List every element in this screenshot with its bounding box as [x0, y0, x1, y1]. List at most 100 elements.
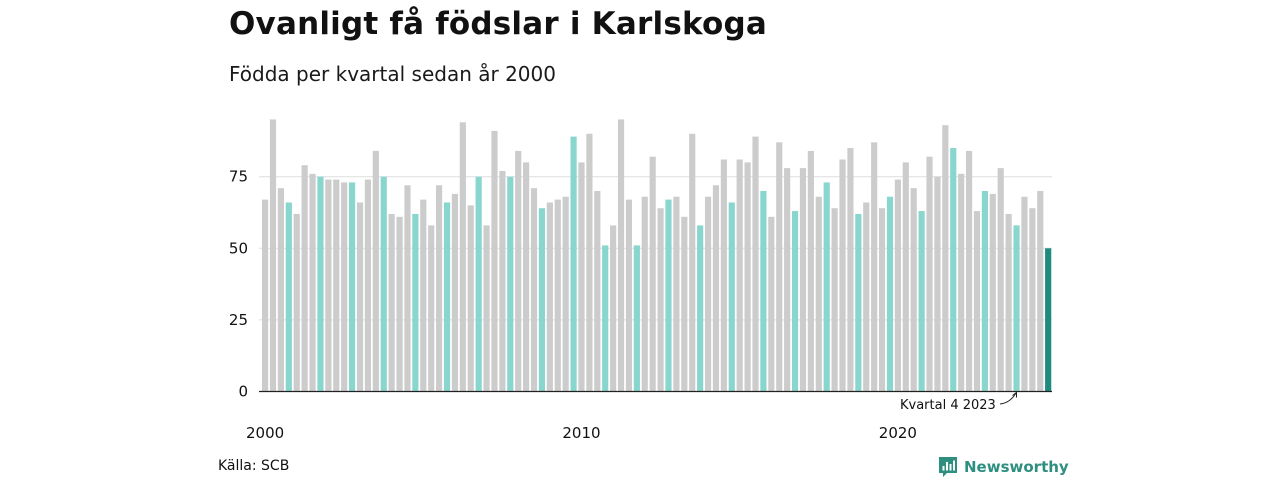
- bar: [285, 202, 292, 392]
- bar: [341, 182, 348, 392]
- bar: [325, 179, 332, 392]
- bar: [1013, 225, 1020, 392]
- annotation-label: Kvartal 4 2023: [900, 398, 996, 413]
- bar: [768, 216, 775, 392]
- bar: [451, 193, 459, 392]
- y-tick-label: 75: [229, 168, 248, 186]
- bar: [926, 156, 933, 392]
- bar: [372, 150, 379, 392]
- bar: [1021, 196, 1028, 392]
- x-axis-tick-labels: 2000 2010 2020: [246, 424, 917, 442]
- bar: [894, 179, 901, 392]
- bar: [744, 162, 751, 392]
- bar: [831, 208, 838, 392]
- bar: [791, 211, 799, 392]
- bar: [665, 199, 672, 392]
- x-tick-label: 2010: [562, 424, 600, 442]
- bar: [752, 136, 759, 392]
- bar: [269, 119, 277, 392]
- bar: [562, 196, 569, 392]
- bar: [712, 185, 720, 392]
- bar: [689, 133, 696, 392]
- bar: [641, 196, 648, 392]
- bar: [1005, 213, 1012, 392]
- bar: [1037, 191, 1044, 392]
- bar: [886, 196, 894, 392]
- annotation-arrow: [999, 392, 1017, 405]
- bar: [396, 216, 403, 392]
- bar: [356, 202, 364, 392]
- bar: [736, 159, 743, 392]
- bar: [720, 159, 727, 392]
- bar: [776, 142, 783, 392]
- newsworthy-logo-icon: [939, 457, 957, 477]
- source-note: Källa: SCB: [218, 458, 290, 474]
- bar: [997, 168, 1004, 392]
- bar: [364, 179, 371, 392]
- brand-logo[interactable]: Newsworthy: [938, 455, 1069, 479]
- bar: [799, 168, 807, 392]
- bar: [823, 182, 830, 392]
- bar: [847, 148, 854, 392]
- bar: [934, 176, 941, 392]
- x-tick-label: 2000: [246, 424, 284, 442]
- bar: [380, 176, 387, 392]
- bar: [420, 199, 427, 392]
- bar: [317, 176, 324, 392]
- bar: [436, 185, 443, 392]
- bar: [412, 213, 419, 392]
- bar: [546, 202, 553, 392]
- brand-name: Newsworthy: [964, 458, 1069, 476]
- bar: [467, 205, 474, 392]
- bar: [586, 133, 593, 392]
- chart-title: Ovanligt få födslar i Karlskoga: [229, 6, 767, 42]
- bar: [807, 150, 814, 392]
- bar: [633, 245, 640, 392]
- bar: [443, 202, 451, 392]
- bar: [507, 176, 514, 392]
- bar: [760, 191, 767, 392]
- bar: [855, 213, 862, 392]
- bar: [277, 188, 284, 392]
- bar: [610, 225, 617, 392]
- bar: [301, 165, 308, 392]
- bar: [428, 225, 435, 392]
- bar: [902, 162, 909, 392]
- bar: [704, 196, 712, 392]
- bar: [784, 168, 791, 392]
- bar: [404, 185, 411, 392]
- bar: [538, 208, 546, 392]
- y-axis-tick-labels: 0 25 50 75: [229, 168, 248, 401]
- bar: [981, 191, 988, 392]
- bar: [491, 130, 498, 392]
- bar: [863, 202, 870, 392]
- bar-latest: [1045, 248, 1052, 392]
- bar: [910, 188, 917, 392]
- bar: [697, 225, 704, 392]
- bar: [459, 122, 466, 392]
- bar: [950, 148, 957, 392]
- bar: [989, 193, 996, 392]
- bar: [499, 170, 506, 392]
- bar: [918, 211, 925, 392]
- bar: [594, 191, 601, 392]
- y-tick-label: 0: [238, 383, 248, 401]
- y-tick-label: 50: [229, 239, 248, 257]
- bar: [349, 182, 356, 392]
- bar: [649, 156, 656, 392]
- bar: [958, 173, 965, 392]
- x-tick-label: 2020: [879, 424, 917, 442]
- bar: [728, 202, 735, 392]
- y-tick-label: 25: [229, 311, 248, 329]
- bar: [262, 199, 269, 392]
- bar: [673, 196, 680, 392]
- bar: [475, 176, 482, 392]
- bar: [515, 150, 522, 392]
- bar: [965, 150, 973, 392]
- bar: [483, 225, 490, 392]
- bar: [871, 142, 878, 392]
- bar: [293, 213, 300, 392]
- bar: [878, 208, 886, 392]
- bar: [617, 119, 625, 392]
